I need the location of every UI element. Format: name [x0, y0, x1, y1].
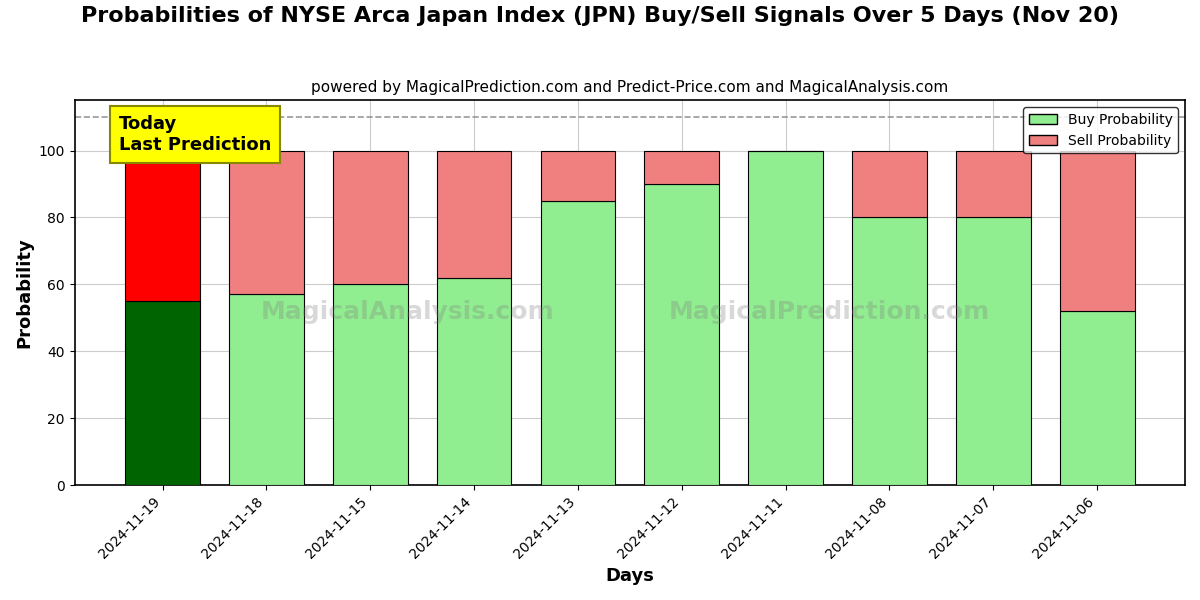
Bar	[644, 184, 719, 485]
Bar	[125, 151, 200, 301]
Bar	[852, 217, 926, 485]
Bar	[1060, 311, 1134, 485]
Text: MagicalPrediction.com: MagicalPrediction.com	[670, 300, 990, 324]
Bar	[332, 151, 408, 284]
Text: Probabilities of NYSE Arca Japan Index (JPN) Buy/Sell Signals Over 5 Days (Nov 2: Probabilities of NYSE Arca Japan Index (…	[82, 6, 1120, 26]
Bar	[956, 151, 1031, 217]
Text: Today
Last Prediction: Today Last Prediction	[119, 115, 271, 154]
Legend: Buy Probability, Sell Probability: Buy Probability, Sell Probability	[1024, 107, 1178, 154]
Bar	[852, 151, 926, 217]
X-axis label: Days: Days	[605, 567, 654, 585]
Bar	[332, 284, 408, 485]
Bar	[540, 201, 616, 485]
Bar	[1060, 151, 1134, 311]
Y-axis label: Probability: Probability	[16, 238, 34, 348]
Bar	[437, 151, 511, 278]
Bar	[229, 151, 304, 295]
Bar	[229, 295, 304, 485]
Bar	[437, 278, 511, 485]
Text: MagicalAnalysis.com: MagicalAnalysis.com	[260, 300, 554, 324]
Title: powered by MagicalPrediction.com and Predict-Price.com and MagicalAnalysis.com: powered by MagicalPrediction.com and Pre…	[311, 80, 948, 95]
Bar	[956, 217, 1031, 485]
Bar	[125, 301, 200, 485]
Bar	[540, 151, 616, 201]
Bar	[644, 151, 719, 184]
Bar	[749, 151, 823, 485]
